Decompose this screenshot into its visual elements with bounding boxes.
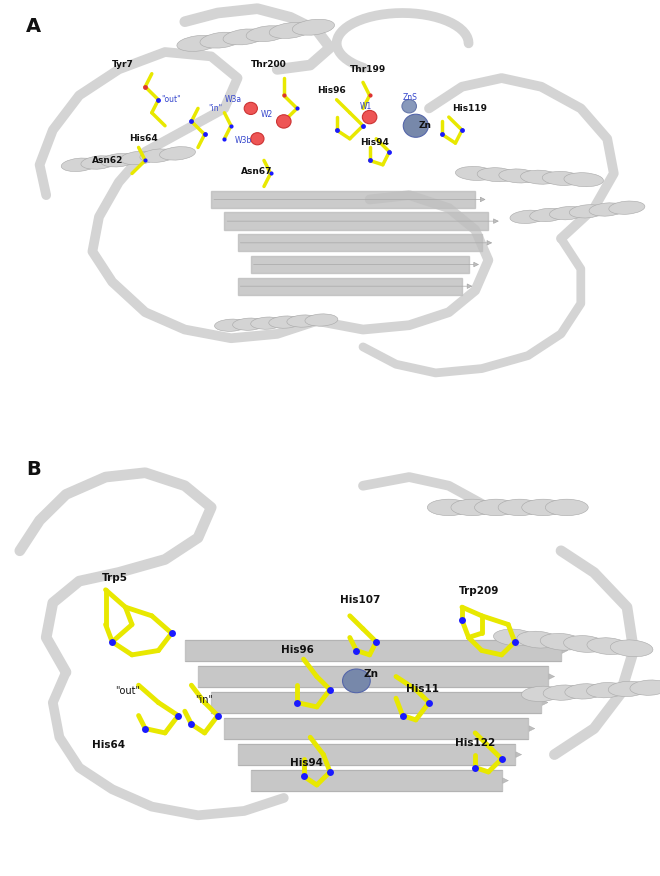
Polygon shape [211, 191, 475, 208]
Text: Zn: Zn [363, 668, 378, 679]
Text: W3b: W3b [234, 136, 251, 145]
Ellipse shape [521, 686, 561, 702]
Text: His122: His122 [455, 738, 496, 748]
Polygon shape [198, 666, 548, 688]
Ellipse shape [570, 205, 605, 218]
Polygon shape [251, 770, 502, 791]
Text: His11: His11 [406, 684, 439, 694]
Ellipse shape [120, 152, 156, 165]
Text: Thr200: Thr200 [251, 60, 286, 69]
Ellipse shape [564, 636, 606, 653]
Ellipse shape [251, 317, 284, 329]
Polygon shape [211, 692, 541, 713]
Ellipse shape [550, 207, 585, 220]
Text: W3a: W3a [224, 95, 242, 104]
Ellipse shape [498, 499, 541, 516]
Ellipse shape [521, 170, 560, 184]
Text: B: B [26, 460, 41, 478]
Ellipse shape [402, 100, 416, 113]
Polygon shape [238, 234, 482, 251]
Ellipse shape [565, 684, 605, 699]
Ellipse shape [200, 32, 242, 48]
Ellipse shape [232, 318, 265, 330]
Ellipse shape [589, 203, 625, 216]
Text: His64: His64 [92, 740, 125, 750]
Ellipse shape [277, 115, 291, 128]
Text: Tyr7: Tyr7 [112, 60, 134, 69]
Ellipse shape [530, 208, 566, 222]
Polygon shape [224, 213, 488, 230]
Text: "in": "in" [208, 103, 222, 113]
Text: ZnS: ZnS [403, 93, 418, 102]
Polygon shape [251, 256, 469, 273]
Text: His107: His107 [340, 595, 380, 605]
Ellipse shape [477, 167, 517, 181]
Text: Trp5: Trp5 [102, 573, 128, 583]
Ellipse shape [451, 499, 494, 516]
Ellipse shape [244, 102, 257, 115]
Polygon shape [185, 639, 561, 661]
Ellipse shape [630, 680, 660, 696]
Ellipse shape [609, 682, 647, 696]
Ellipse shape [587, 682, 626, 698]
Ellipse shape [160, 146, 195, 160]
Text: His94: His94 [290, 758, 323, 767]
Text: His96: His96 [317, 87, 346, 95]
Ellipse shape [269, 23, 312, 39]
Text: "in": "in" [195, 695, 213, 704]
Ellipse shape [177, 35, 219, 52]
Ellipse shape [403, 114, 428, 138]
Ellipse shape [517, 632, 560, 648]
Ellipse shape [499, 169, 539, 183]
Text: Zn: Zn [419, 121, 432, 131]
Ellipse shape [81, 156, 117, 169]
Ellipse shape [521, 499, 565, 516]
Text: His64: His64 [129, 134, 158, 143]
Ellipse shape [343, 669, 370, 693]
Text: Asn67: Asn67 [241, 166, 273, 175]
Text: Trp209: Trp209 [459, 586, 499, 597]
Ellipse shape [510, 210, 546, 223]
Ellipse shape [292, 19, 335, 35]
Ellipse shape [545, 499, 588, 516]
Text: His96: His96 [280, 645, 314, 655]
Text: "out": "out" [115, 686, 141, 696]
Text: W1: W1 [360, 102, 372, 110]
Polygon shape [224, 717, 528, 739]
Ellipse shape [100, 153, 137, 167]
Ellipse shape [428, 499, 470, 516]
Text: His94: His94 [360, 138, 389, 147]
Ellipse shape [287, 315, 320, 327]
Ellipse shape [587, 638, 630, 654]
Ellipse shape [494, 629, 536, 646]
Ellipse shape [223, 29, 265, 45]
Ellipse shape [543, 685, 583, 700]
Ellipse shape [251, 132, 264, 145]
Text: Thr199: Thr199 [350, 65, 386, 74]
Text: A: A [26, 18, 42, 36]
Ellipse shape [61, 158, 97, 172]
Text: His119: His119 [452, 103, 487, 113]
Ellipse shape [140, 149, 176, 162]
Polygon shape [238, 744, 515, 766]
Ellipse shape [610, 639, 653, 657]
Ellipse shape [455, 166, 495, 180]
Ellipse shape [362, 110, 377, 124]
Ellipse shape [609, 201, 645, 215]
Ellipse shape [541, 633, 583, 650]
Ellipse shape [564, 173, 603, 187]
Ellipse shape [305, 314, 338, 326]
Ellipse shape [475, 499, 517, 516]
Ellipse shape [214, 319, 248, 331]
Text: "out": "out" [162, 95, 182, 104]
Polygon shape [238, 278, 462, 295]
Ellipse shape [543, 172, 581, 186]
Ellipse shape [246, 25, 288, 42]
Text: W2: W2 [261, 110, 273, 119]
Ellipse shape [269, 316, 302, 328]
Text: Asn62: Asn62 [92, 156, 124, 165]
